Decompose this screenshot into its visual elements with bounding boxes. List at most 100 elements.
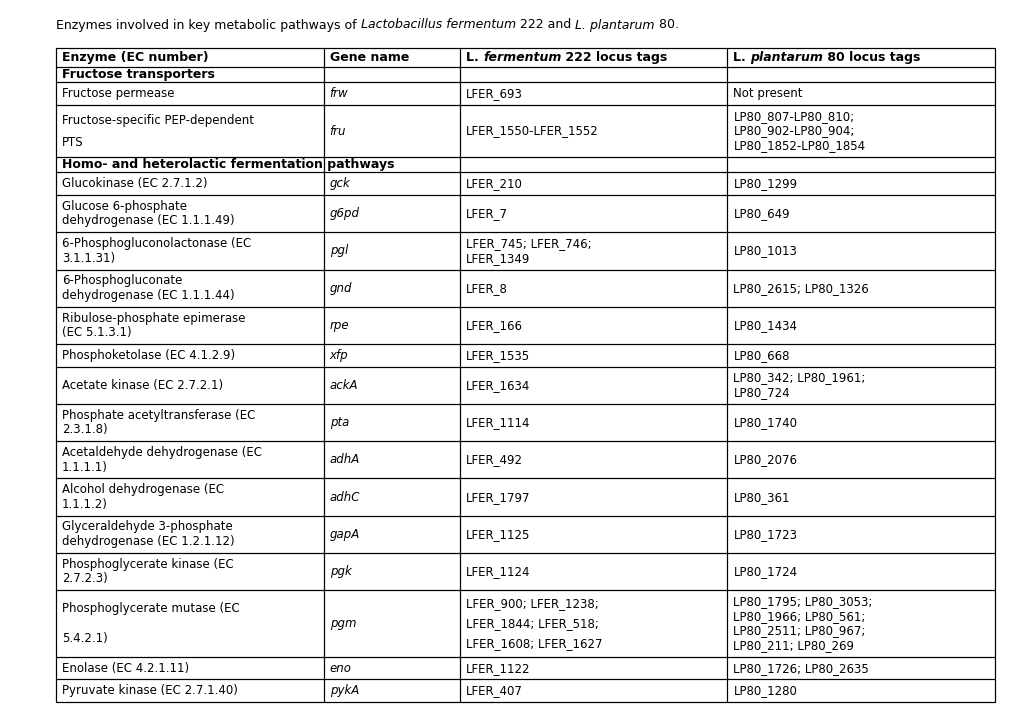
- Bar: [56, 48, 323, 67]
- Bar: [727, 590, 994, 657]
- Bar: [56, 307, 323, 344]
- Bar: [460, 404, 727, 441]
- Text: LP80_2076: LP80_2076: [733, 454, 797, 467]
- Bar: [56, 590, 323, 657]
- Bar: [323, 516, 460, 553]
- Text: 2.3.1.8): 2.3.1.8): [62, 423, 108, 436]
- Text: LFER_1550-LFER_1552: LFER_1550-LFER_1552: [466, 125, 598, 138]
- Text: Acetaldehyde dehydrogenase (EC: Acetaldehyde dehydrogenase (EC: [62, 446, 262, 459]
- Bar: [56, 404, 323, 441]
- Bar: [727, 83, 994, 105]
- Text: LP80_1434: LP80_1434: [733, 319, 797, 332]
- Text: eno: eno: [329, 662, 352, 675]
- Text: LFER_1122: LFER_1122: [466, 662, 530, 675]
- Text: Enzymes involved in key metabolic pathways of: Enzymes involved in key metabolic pathwa…: [56, 19, 361, 32]
- Bar: [460, 67, 727, 83]
- Text: LFER_1125: LFER_1125: [466, 528, 530, 541]
- Text: PTS: PTS: [62, 135, 84, 148]
- Text: g6pd: g6pd: [329, 207, 360, 220]
- Text: Ribulose-phosphate epimerase: Ribulose-phosphate epimerase: [62, 312, 246, 325]
- Bar: [727, 657, 994, 680]
- Text: fru: fru: [329, 125, 345, 138]
- Bar: [460, 233, 727, 269]
- Text: Gene name: Gene name: [329, 51, 409, 64]
- Text: LP80_1795; LP80_3053;: LP80_1795; LP80_3053;: [733, 595, 872, 608]
- Text: Not present: Not present: [733, 87, 802, 100]
- Text: LFER_1634: LFER_1634: [466, 379, 530, 392]
- Bar: [460, 83, 727, 105]
- Bar: [460, 157, 727, 172]
- Text: 1.1.1.1): 1.1.1.1): [62, 461, 108, 474]
- Text: LP80_1723: LP80_1723: [733, 528, 797, 541]
- Bar: [727, 516, 994, 553]
- Bar: [323, 478, 460, 516]
- Bar: [323, 157, 460, 172]
- Text: pgm: pgm: [329, 617, 356, 630]
- Text: pgl: pgl: [329, 244, 347, 257]
- Bar: [56, 195, 323, 233]
- Bar: [56, 83, 323, 105]
- Text: L.: L.: [466, 51, 482, 64]
- Bar: [56, 478, 323, 516]
- Text: LP80_1280: LP80_1280: [733, 684, 797, 697]
- Text: Enolase (EC 4.2.1.11): Enolase (EC 4.2.1.11): [62, 662, 189, 675]
- Text: LP80_342; LP80_1961;: LP80_342; LP80_1961;: [733, 372, 865, 384]
- Text: Pyruvate kinase (EC 2.7.1.40): Pyruvate kinase (EC 2.7.1.40): [62, 684, 237, 697]
- Bar: [460, 590, 727, 657]
- Text: pta: pta: [329, 416, 348, 429]
- Text: LFER_1797: LFER_1797: [466, 490, 530, 503]
- Bar: [56, 157, 323, 172]
- Text: LP80_1299: LP80_1299: [733, 177, 797, 190]
- Text: ackA: ackA: [329, 379, 358, 392]
- Text: LFER_407: LFER_407: [466, 684, 522, 697]
- Text: adhA: adhA: [329, 454, 360, 467]
- Bar: [727, 157, 994, 172]
- Text: gnd: gnd: [329, 282, 352, 294]
- Text: Glucose 6-phosphate: Glucose 6-phosphate: [62, 199, 186, 213]
- Bar: [56, 680, 323, 702]
- Text: Glyceraldehyde 3-phosphate: Glyceraldehyde 3-phosphate: [62, 521, 232, 534]
- Bar: [56, 269, 323, 307]
- Bar: [56, 657, 323, 680]
- Text: Fructose-specific PEP-dependent: Fructose-specific PEP-dependent: [62, 114, 254, 127]
- Bar: [56, 172, 323, 195]
- Text: LP80_2615; LP80_1326: LP80_2615; LP80_1326: [733, 282, 868, 294]
- Bar: [323, 366, 460, 404]
- Bar: [727, 680, 994, 702]
- Text: frw: frw: [329, 87, 347, 100]
- Bar: [460, 657, 727, 680]
- Text: 222 and: 222 and: [516, 19, 575, 32]
- Text: Phosphate acetyltransferase (EC: Phosphate acetyltransferase (EC: [62, 409, 255, 422]
- Text: Fructose transporters: Fructose transporters: [62, 68, 215, 81]
- Text: Phosphoglycerate mutase (EC: Phosphoglycerate mutase (EC: [62, 603, 239, 616]
- Bar: [727, 67, 994, 83]
- Text: LFER_900; LFER_1238;: LFER_900; LFER_1238;: [466, 598, 598, 611]
- Text: dehydrogenase (EC 1.1.1.49): dehydrogenase (EC 1.1.1.49): [62, 215, 234, 228]
- Bar: [56, 67, 323, 83]
- Bar: [460, 680, 727, 702]
- Text: LFER_1114: LFER_1114: [466, 416, 530, 429]
- Bar: [323, 172, 460, 195]
- Text: LFER_745; LFER_746;: LFER_745; LFER_746;: [466, 237, 591, 250]
- Bar: [727, 307, 994, 344]
- Bar: [727, 195, 994, 233]
- Text: gapA: gapA: [329, 528, 360, 541]
- Bar: [727, 105, 994, 157]
- Text: LFER_1535: LFER_1535: [466, 348, 530, 362]
- Text: Enzyme (EC number): Enzyme (EC number): [62, 51, 209, 64]
- Text: xfp: xfp: [329, 348, 347, 362]
- Bar: [323, 67, 460, 83]
- Bar: [56, 105, 323, 157]
- Bar: [727, 233, 994, 269]
- Text: LP80_1726; LP80_2635: LP80_1726; LP80_2635: [733, 662, 868, 675]
- Bar: [727, 172, 994, 195]
- Text: LFER_1608; LFER_1627: LFER_1608; LFER_1627: [466, 636, 601, 649]
- Bar: [56, 516, 323, 553]
- Text: plantarum: plantarum: [750, 51, 822, 64]
- Bar: [460, 344, 727, 366]
- Text: gck: gck: [329, 177, 350, 190]
- Text: LP80_1852-LP80_1854: LP80_1852-LP80_1854: [733, 139, 865, 152]
- Bar: [460, 195, 727, 233]
- Text: L.: L.: [733, 51, 750, 64]
- Bar: [56, 233, 323, 269]
